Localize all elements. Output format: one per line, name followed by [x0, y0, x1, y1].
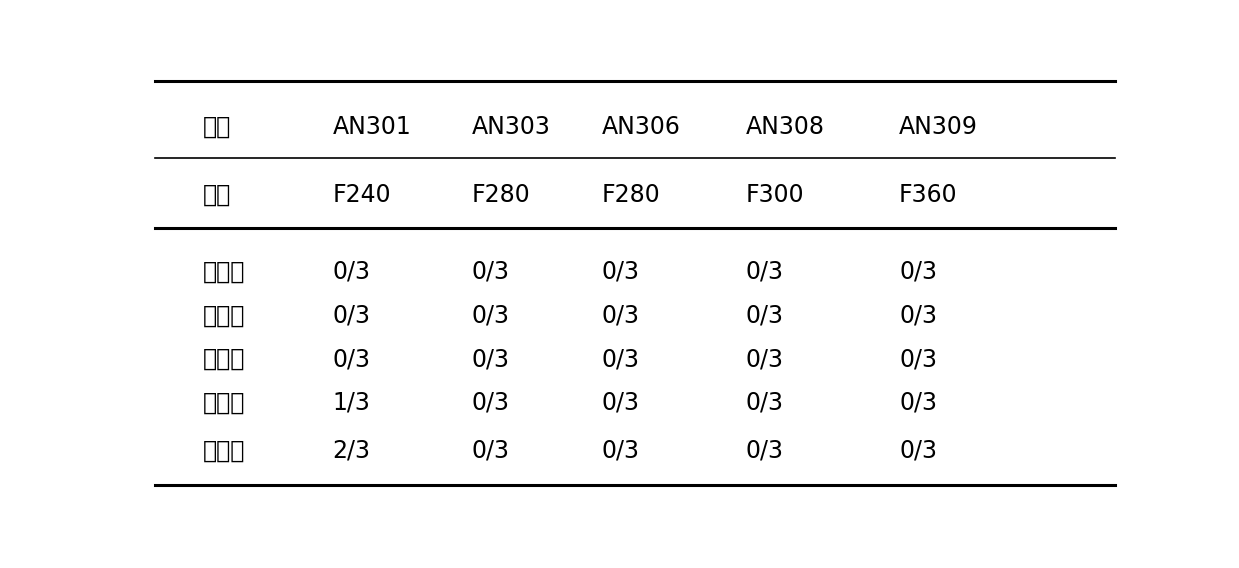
- Text: 0/3: 0/3: [601, 347, 639, 371]
- Text: 0/3: 0/3: [746, 260, 783, 283]
- Text: AN308: AN308: [746, 115, 824, 139]
- Text: 代次: 代次: [203, 183, 232, 207]
- Text: F280: F280: [472, 183, 530, 207]
- Text: 2/3: 2/3: [332, 439, 370, 463]
- Text: 0/3: 0/3: [472, 439, 509, 463]
- Text: F360: F360: [900, 183, 958, 207]
- Text: 0/3: 0/3: [900, 260, 937, 283]
- Text: 0/3: 0/3: [900, 391, 937, 415]
- Text: 第五次: 第五次: [203, 439, 245, 463]
- Text: 0/3: 0/3: [472, 391, 509, 415]
- Text: 0/3: 0/3: [601, 303, 639, 327]
- Text: 0/3: 0/3: [601, 391, 639, 415]
- Text: 0/3: 0/3: [746, 439, 783, 463]
- Text: 菌株: 菌株: [203, 115, 232, 139]
- Text: 0/3: 0/3: [332, 303, 370, 327]
- Text: 第四次: 第四次: [203, 391, 245, 415]
- Text: AN309: AN309: [900, 115, 978, 139]
- Text: 0/3: 0/3: [472, 260, 509, 283]
- Text: 1/3: 1/3: [332, 391, 370, 415]
- Text: 第二次: 第二次: [203, 303, 245, 327]
- Text: AN306: AN306: [601, 115, 680, 139]
- Text: 0/3: 0/3: [601, 260, 639, 283]
- Text: 0/3: 0/3: [472, 303, 509, 327]
- Text: 0/3: 0/3: [746, 347, 783, 371]
- Text: F280: F280: [601, 183, 660, 207]
- Text: 第三次: 第三次: [203, 347, 245, 371]
- Text: 0/3: 0/3: [746, 391, 783, 415]
- Text: F300: F300: [746, 183, 804, 207]
- Text: 第一次: 第一次: [203, 260, 245, 283]
- Text: F240: F240: [332, 183, 392, 207]
- Text: 0/3: 0/3: [472, 347, 509, 371]
- Text: 0/3: 0/3: [601, 439, 639, 463]
- Text: 0/3: 0/3: [332, 347, 370, 371]
- Text: 0/3: 0/3: [332, 260, 370, 283]
- Text: 0/3: 0/3: [900, 303, 937, 327]
- Text: 0/3: 0/3: [746, 303, 783, 327]
- Text: 0/3: 0/3: [900, 439, 937, 463]
- Text: AN303: AN303: [472, 115, 550, 139]
- Text: AN301: AN301: [332, 115, 411, 139]
- Text: 0/3: 0/3: [900, 347, 937, 371]
